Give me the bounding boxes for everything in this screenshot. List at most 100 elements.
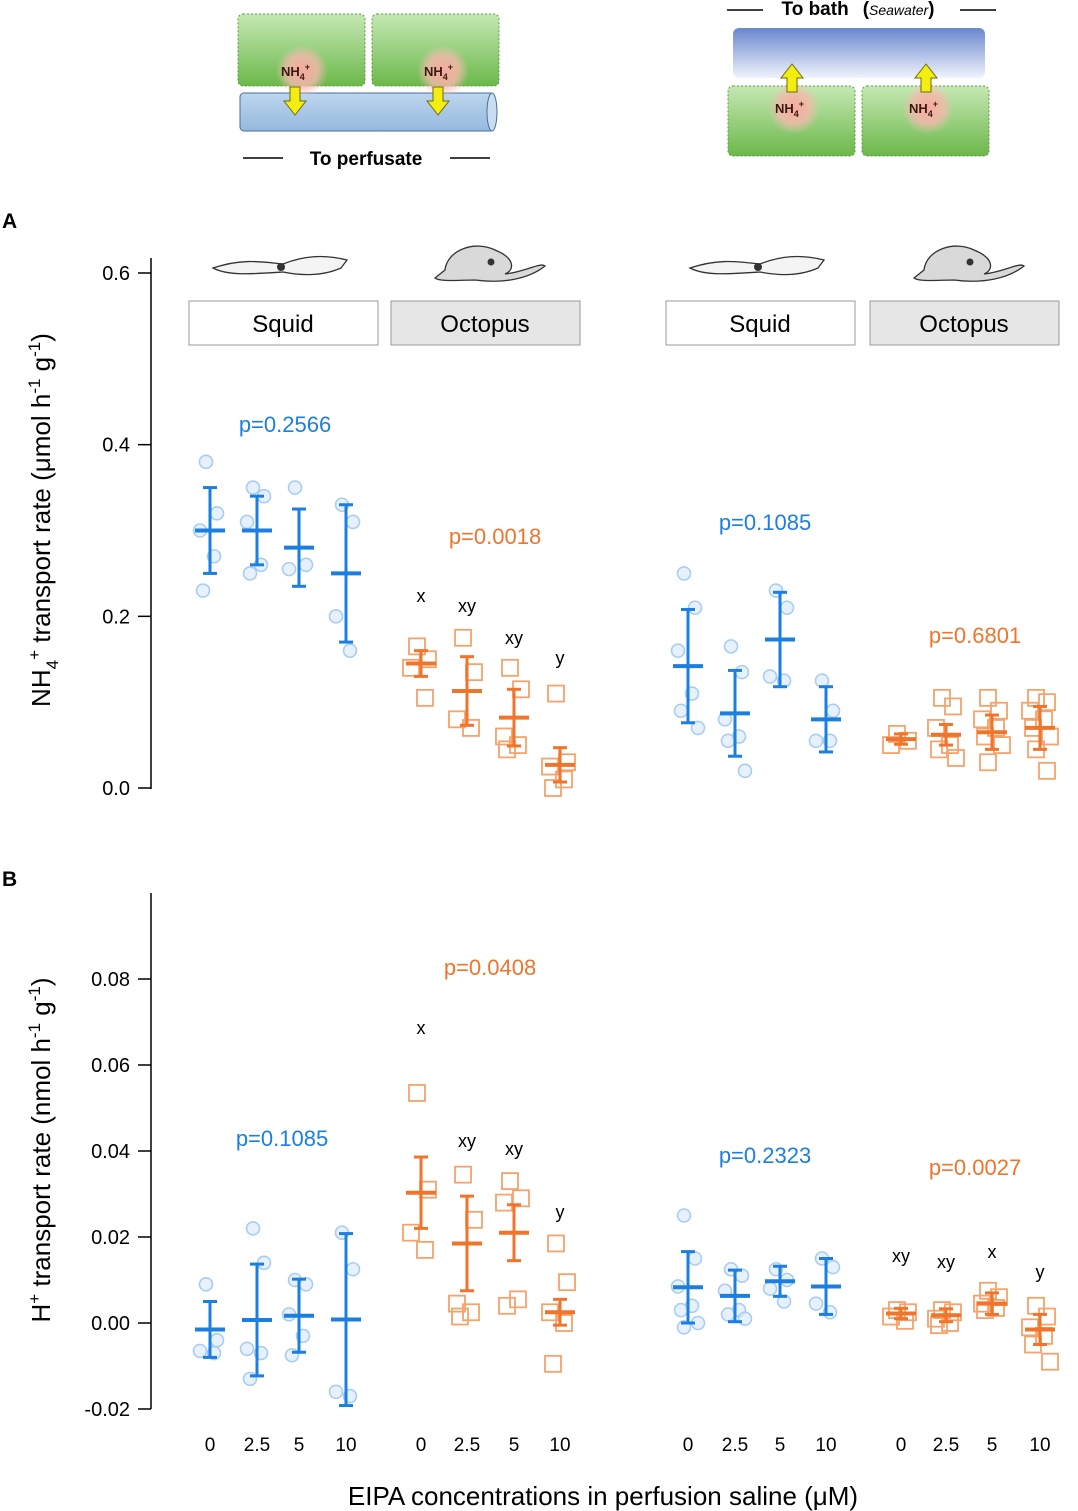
data-point-square xyxy=(454,1165,472,1184)
p-value-label: p=0.6801 xyxy=(929,623,1021,648)
data-point-circle xyxy=(808,733,824,749)
schematic-bath: To bath (Seawater) NH4+ NH4+ xyxy=(727,0,996,157)
p-value-label: p=0.1085 xyxy=(719,510,811,535)
significance-letter: xy xyxy=(937,1252,955,1272)
data-point-square xyxy=(454,628,472,647)
data-point-square xyxy=(947,749,965,767)
data-point-square xyxy=(408,637,426,656)
data-point-square xyxy=(402,658,420,677)
y-tick-label: 0.08 xyxy=(91,969,130,991)
data-point-circle xyxy=(242,1371,258,1387)
panel-label-a: A xyxy=(2,210,17,233)
data-point-circle xyxy=(298,557,314,573)
data-point-square xyxy=(558,1273,576,1292)
x-tick-label: 5 xyxy=(987,1435,998,1456)
data-point-square xyxy=(408,1084,426,1102)
y-ticks: 0.0 0.2 0.4 0.6 xyxy=(102,263,151,800)
data-point-circle xyxy=(720,733,736,749)
data-point-square xyxy=(1027,1296,1045,1315)
perfusate-tube xyxy=(239,92,495,132)
data-point-square xyxy=(979,688,997,707)
y-tick-label: 0.02 xyxy=(91,1227,130,1249)
y-tick-label: 0.6 xyxy=(102,263,130,285)
p-value-label: p=0.0408 xyxy=(444,955,536,980)
y-ticks: -0.02 0.00 0.02 0.04 0.06 0.08 xyxy=(84,969,151,1421)
caption-bath: To bath (Seawater) xyxy=(782,0,935,20)
data-point-circle xyxy=(676,566,692,581)
x-tick-label: 10 xyxy=(1029,1435,1050,1456)
x-tick-label: 2.5 xyxy=(933,1435,959,1456)
y-tick-label: 0.06 xyxy=(91,1055,130,1077)
y-tick-label: 0.00 xyxy=(91,1313,130,1335)
significance-letter: y xyxy=(1036,1262,1045,1282)
significance-letter: xy xyxy=(505,1139,523,1159)
x-tick-label: 0 xyxy=(683,1435,694,1456)
significance-letter: xy xyxy=(458,596,476,616)
data-point-square xyxy=(555,1314,573,1332)
data-point-circle xyxy=(825,1259,841,1275)
caption-perfusate: To perfusate xyxy=(310,149,423,170)
panel-a-marks: p=0.2566 p=0.0018 x xy xy y p=0.1085 p=0.6801 xyxy=(192,412,1059,797)
y-axis-label: NH4+ transport rate (μmol h-1 g-1) xyxy=(25,333,62,707)
data-point-square xyxy=(544,779,562,797)
arrow-down-icon xyxy=(282,86,308,116)
data-point-square xyxy=(547,1234,565,1253)
data-point-circle xyxy=(195,583,211,598)
arrow-up-icon xyxy=(779,63,805,93)
data-point-circle xyxy=(198,1277,214,1292)
octopus-eye-icon xyxy=(487,258,495,266)
data-point-square xyxy=(462,1303,480,1322)
panel-label-b: B xyxy=(2,868,17,891)
significance-letter: x xyxy=(988,1242,997,1262)
y-tick-label: -0.02 xyxy=(84,1399,130,1421)
p-value-label: p=0.0027 xyxy=(929,1155,1021,1180)
data-point-square xyxy=(882,1307,900,1326)
animal-label-box xyxy=(188,300,379,346)
data-point-square xyxy=(509,1290,527,1309)
data-point-square xyxy=(462,719,480,737)
data-point-circle xyxy=(209,506,225,521)
data-point-square xyxy=(402,1223,420,1242)
significance-letter: xy xyxy=(892,1246,910,1266)
octopus-eye-icon xyxy=(966,258,974,266)
data-point-square xyxy=(501,658,519,677)
data-point-square xyxy=(547,684,565,703)
data-point-circle xyxy=(720,1307,736,1322)
ion-glow xyxy=(768,82,820,134)
x-tick-label: 5 xyxy=(775,1435,786,1456)
data-point-circle xyxy=(734,664,750,680)
data-point-circle xyxy=(779,600,795,616)
significance-letter: xy xyxy=(505,628,523,648)
data-point-circle xyxy=(242,566,258,581)
data-point-circle xyxy=(287,480,303,495)
p-value-label: p=0.2323 xyxy=(719,1143,811,1168)
x-tick-label: 10 xyxy=(549,1435,570,1456)
x-tick-label: 10 xyxy=(815,1435,836,1456)
p-value-label: p=0.0018 xyxy=(449,524,541,549)
data-point-circle xyxy=(198,454,214,470)
data-point-circle xyxy=(723,639,739,654)
data-point-square xyxy=(1038,761,1056,780)
x-tick-label: 2.5 xyxy=(722,1435,748,1456)
squid-eye-icon xyxy=(277,263,285,271)
data-point-square xyxy=(944,697,962,716)
data-point-circle xyxy=(342,643,358,658)
data-point-square xyxy=(451,1307,469,1326)
y-tick-label: 0.04 xyxy=(91,1141,130,1163)
data-point-square xyxy=(512,1189,530,1208)
y-tick-label: 0.0 xyxy=(102,778,130,800)
y-tick-label: 0.4 xyxy=(102,435,130,457)
data-point-square xyxy=(1038,693,1056,712)
ion-glow xyxy=(417,45,469,97)
data-point-circle xyxy=(690,720,706,736)
bath-seawater xyxy=(733,28,985,78)
squid-eye-icon xyxy=(754,263,762,271)
significance-letter: y xyxy=(556,1202,565,1222)
data-point-square xyxy=(416,688,434,707)
animal-label-box xyxy=(869,300,1060,346)
significance-letter: x xyxy=(417,586,426,606)
animal-label: Squid xyxy=(252,311,313,338)
data-point-circle xyxy=(670,643,686,658)
